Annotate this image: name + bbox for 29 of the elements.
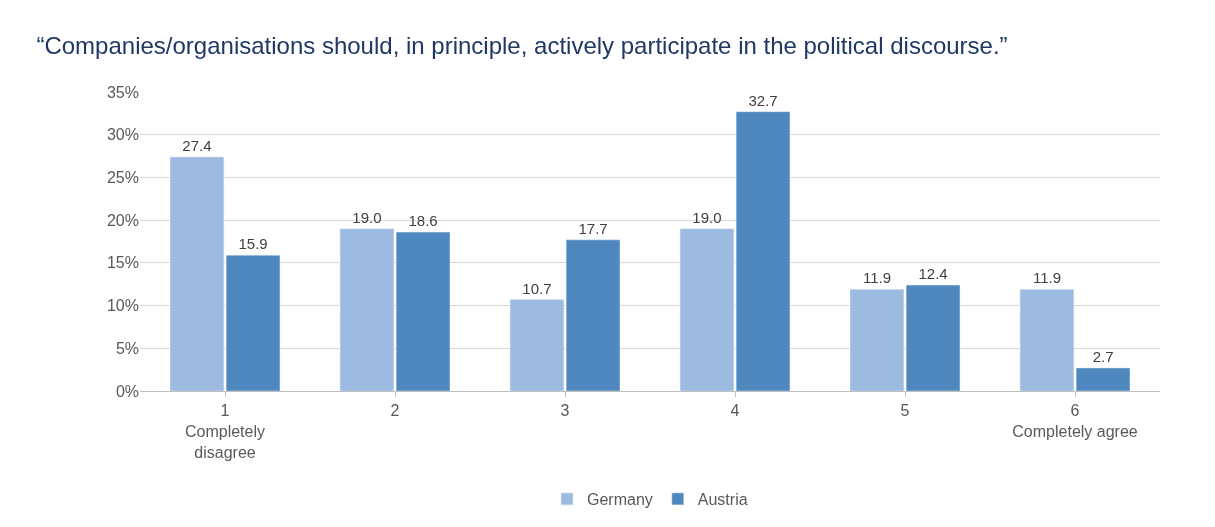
data-label: 11.9	[1032, 269, 1061, 287]
data-label: 11.9	[862, 269, 891, 287]
x-tick-label: 6 Completely agree	[1012, 402, 1138, 440]
y-tick-label: 35%	[106, 83, 139, 101]
y-tick-label: 20%	[106, 211, 139, 229]
data-label: 12.4	[918, 265, 948, 283]
data-label: 27.4	[182, 136, 212, 154]
data-label: 32.7	[748, 91, 778, 109]
chart-title: “Companies/organisations should, in principle, actively participate in the political discourse.”	[36, 31, 1008, 59]
y-tick-label: 30%	[106, 126, 139, 144]
y-tick-label: 0%	[115, 382, 139, 400]
legend-label: Germany	[587, 491, 653, 509]
data-label: 17.7	[578, 219, 608, 237]
data-label: 18.6	[408, 212, 438, 230]
x-tick-label: 4	[730, 402, 740, 420]
data-label: 19.0	[352, 208, 382, 226]
legend-label: Austria	[697, 491, 748, 509]
y-tick-label: 15%	[106, 254, 139, 272]
y-tick-label: 5%	[115, 339, 139, 357]
x-tick-label: 5	[900, 402, 910, 420]
data-label: 10.7	[522, 279, 552, 297]
x-tick-label: 3	[560, 402, 570, 420]
x-tick-label: 2	[390, 402, 400, 420]
x-tick-label: 1 Completely disagree	[184, 402, 266, 461]
data-label: 2.7	[1092, 347, 1114, 365]
data-label: 15.9	[238, 235, 268, 253]
data-label: 19.0	[692, 208, 722, 226]
y-tick-label: 25%	[106, 169, 139, 187]
y-tick-label: 10%	[106, 297, 139, 315]
